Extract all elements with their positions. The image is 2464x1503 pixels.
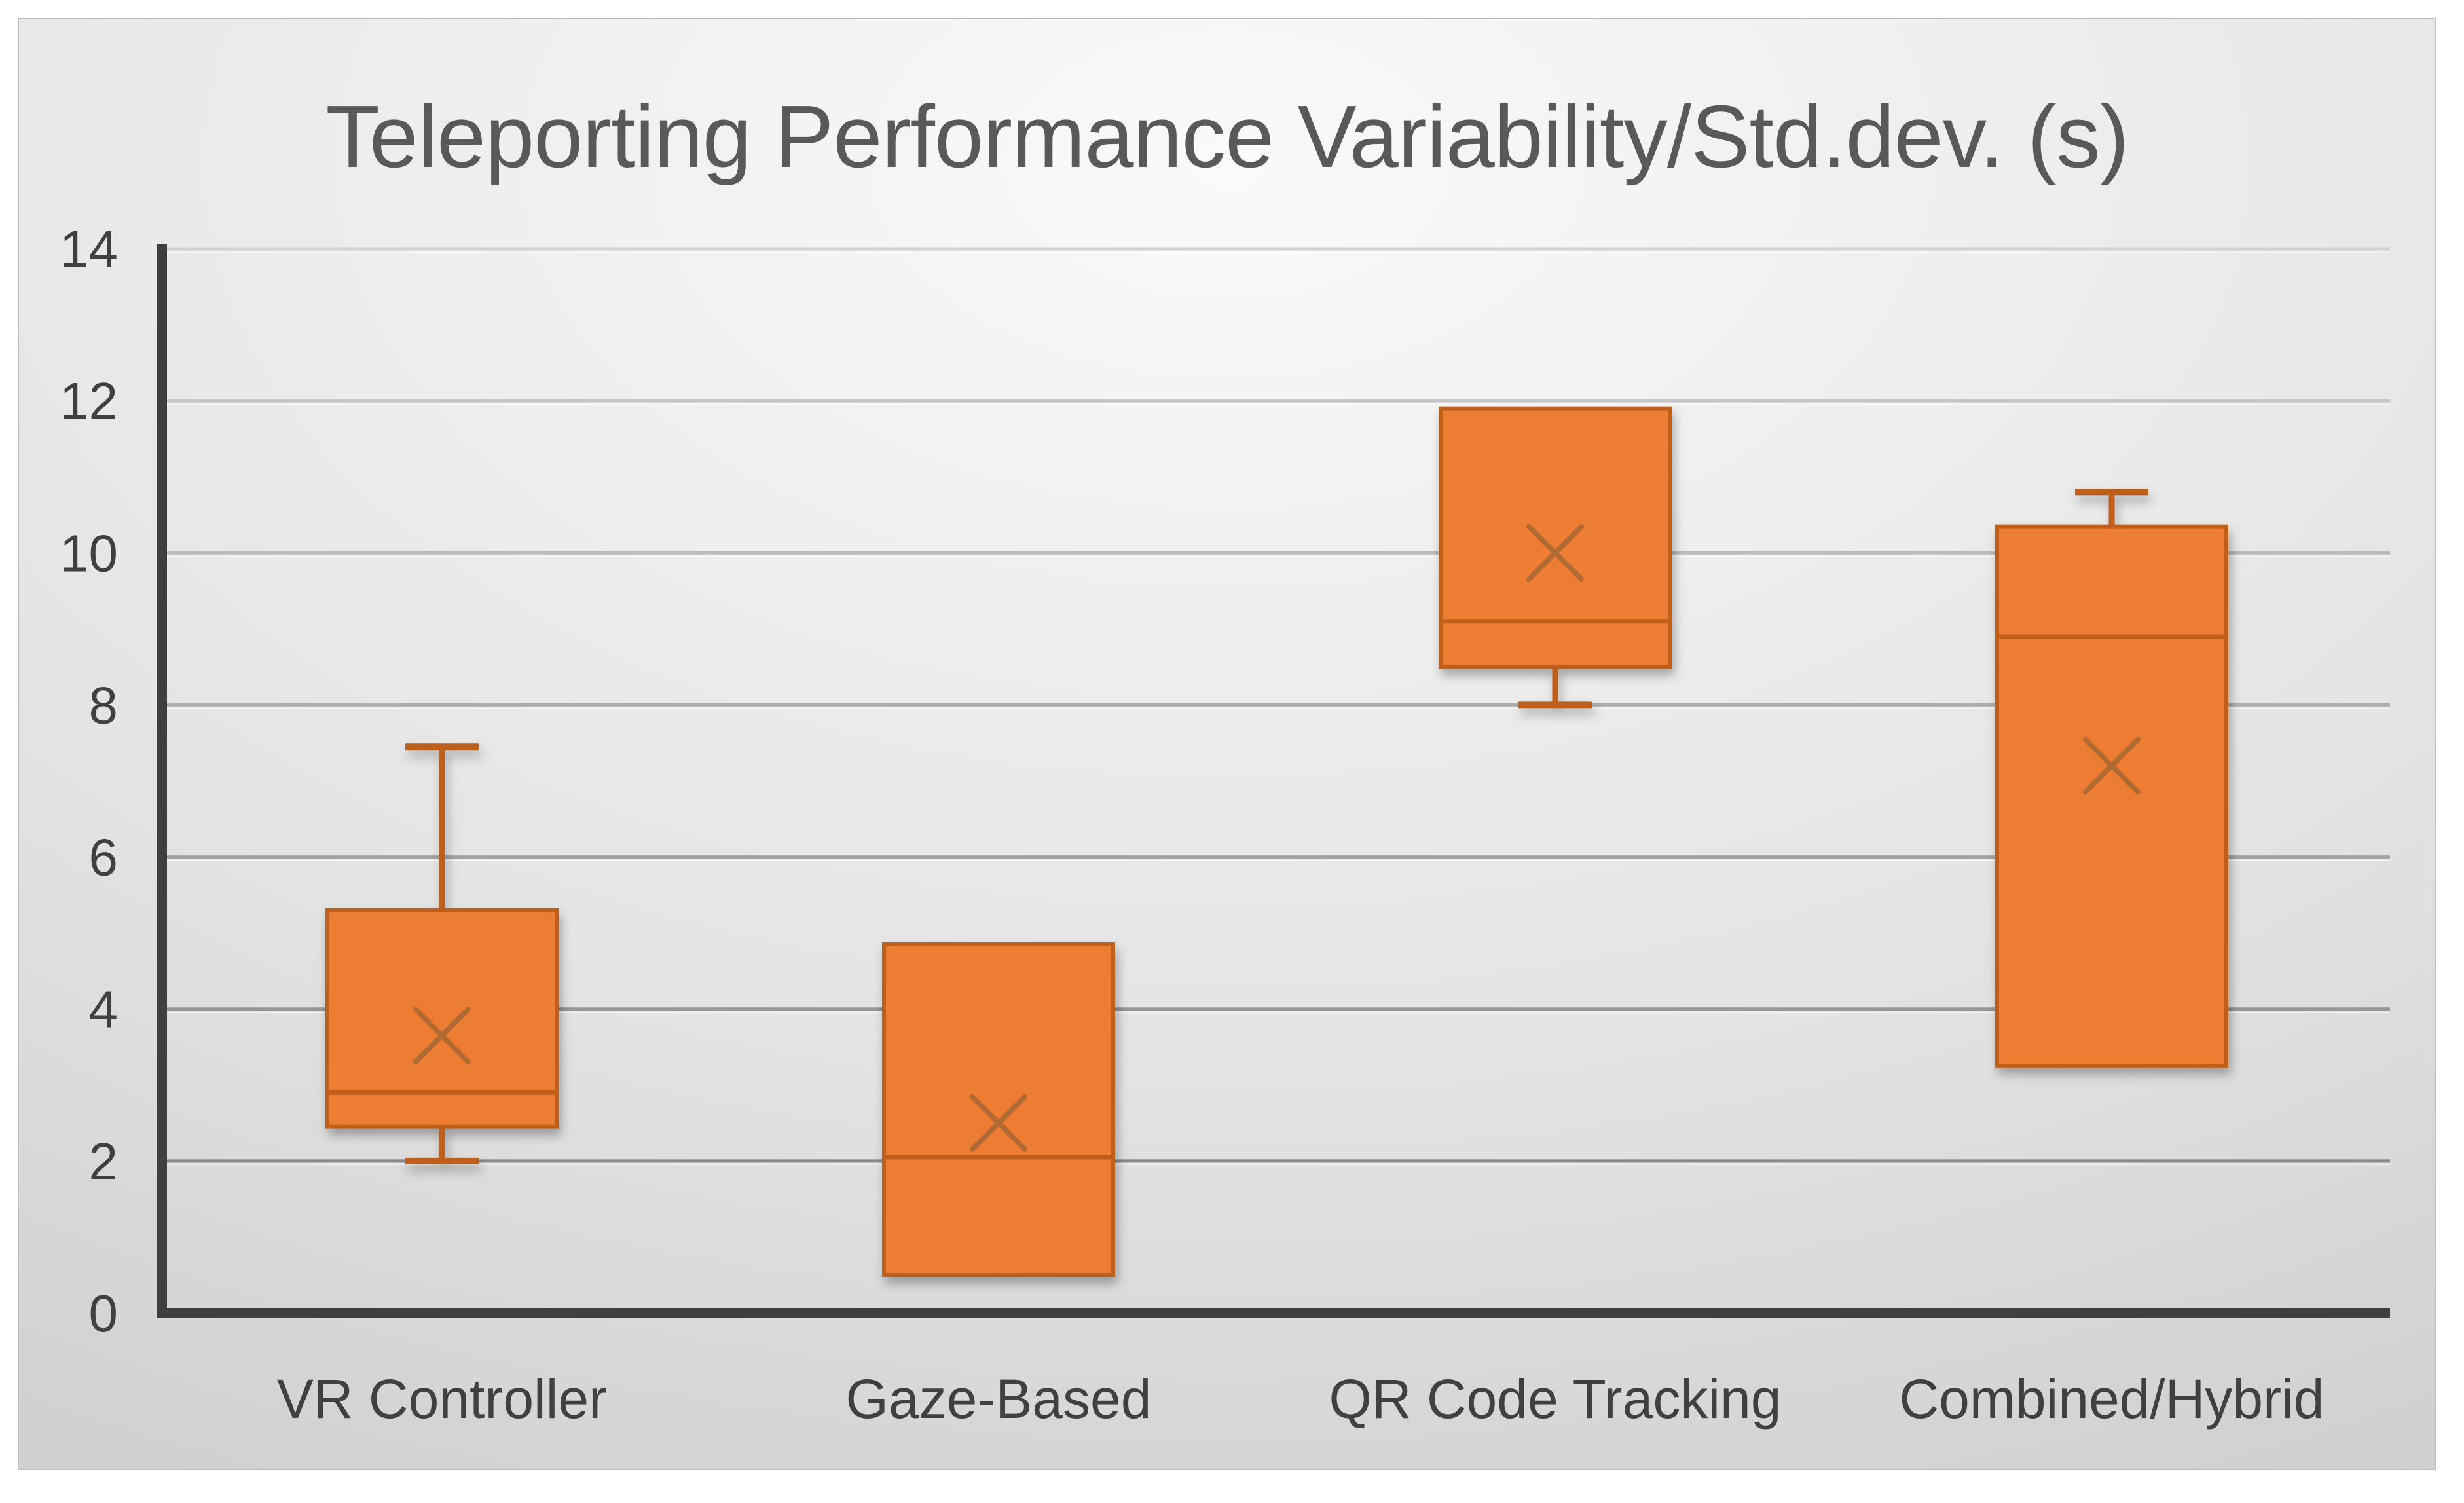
y-tick-label-10: 10 [60, 524, 118, 582]
mean-marker-vr-controller [413, 1007, 471, 1065]
y-tick-label-4: 4 [89, 980, 119, 1039]
chart-title: Teleporting Performance Variability/Std.… [325, 87, 2128, 186]
x-axis-label-vr-controller: VR Controller [277, 1368, 607, 1430]
y-axis-line [157, 244, 167, 1318]
box-plot-vr-controller [325, 743, 559, 1164]
box-rect-qr-code-tracking [1439, 406, 1672, 669]
box-plot-qr-code-tracking [1439, 406, 1672, 709]
y-tick-label-14: 14 [60, 220, 118, 278]
x-axis-line [157, 1308, 2390, 1318]
box-rect-combined-hybrid [1995, 524, 2228, 1068]
y-tick-label-12: 12 [60, 372, 118, 430]
x-axis-label-qr-code-tracking: QR Code Tracking [1329, 1368, 1782, 1430]
box-rect-gaze-based [882, 942, 1115, 1277]
box-plot-gaze-based [882, 942, 1115, 1277]
mean-marker-qr-code-tracking [1526, 524, 1584, 582]
x-axis-label-combined-hybrid: Combined/Hybrid [1900, 1368, 2325, 1430]
y-tick-label-2: 2 [89, 1132, 119, 1191]
y-tick-label-6: 6 [89, 828, 119, 887]
mean-marker-gaze-based [970, 1094, 1027, 1152]
y-tick-label-0: 0 [89, 1284, 119, 1343]
plot-area: 0 2 4 6 8 10 12 14 VR Controller Gaze-Based QR Cod… [60, 220, 2390, 1430]
x-axis-label-gaze-based: Gaze-Based [846, 1368, 1152, 1430]
mean-marker-combined-hybrid [2083, 737, 2141, 795]
box-plot-combined-hybrid [1995, 489, 2228, 1068]
y-tick-label-8: 8 [89, 676, 119, 734]
